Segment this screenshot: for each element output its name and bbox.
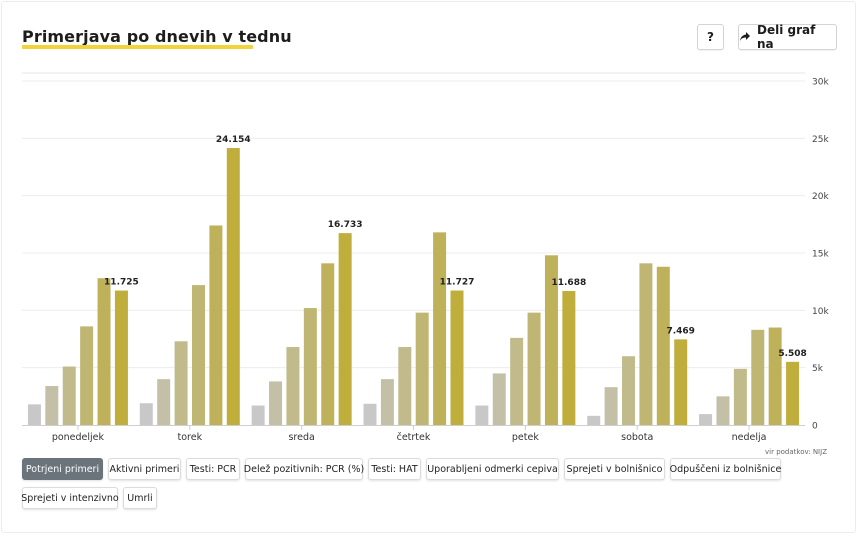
filter-chip[interactable]: Testi: HAT xyxy=(368,458,421,480)
bar xyxy=(475,405,489,425)
x-tick-label: nedelja xyxy=(732,432,767,443)
bar xyxy=(174,341,188,425)
bar xyxy=(321,263,335,425)
bar xyxy=(380,379,394,425)
filter-chip[interactable]: Potrjeni primeri xyxy=(22,458,103,480)
bar xyxy=(80,326,94,425)
bar xyxy=(97,278,111,425)
title-underline xyxy=(22,45,253,49)
share-label: Deli graf na xyxy=(756,23,816,51)
bar xyxy=(751,329,765,425)
filter-chip[interactable]: Delež pozitivnih: PCR (%) xyxy=(244,458,364,480)
x-tick-label: ponedeljek xyxy=(52,432,105,443)
filter-chip[interactable]: Testi: PCR xyxy=(186,458,240,480)
bar xyxy=(45,386,59,425)
y-tick-label: 15k xyxy=(812,250,829,260)
bar xyxy=(733,368,747,425)
x-tick-label: sreda xyxy=(288,432,314,443)
bar xyxy=(716,396,730,425)
bar xyxy=(699,414,713,425)
bar xyxy=(768,327,782,425)
data-label: 11.727 xyxy=(440,278,475,288)
filter-chip[interactable]: Odpuščeni iz bolnišnice xyxy=(670,458,781,480)
source-note: vir podatkov: NIJZ xyxy=(765,448,827,456)
bar xyxy=(674,339,688,425)
bar xyxy=(450,290,464,425)
bar xyxy=(303,308,317,425)
bar xyxy=(286,347,300,425)
data-label: 5.508 xyxy=(778,349,806,359)
bar xyxy=(139,403,153,425)
bar xyxy=(157,379,171,425)
filter-chip[interactable]: Sprejeti v bolnišnico xyxy=(564,458,665,480)
share-arrow-icon xyxy=(739,32,750,41)
bar xyxy=(492,373,506,425)
bar xyxy=(27,404,41,425)
bar xyxy=(251,405,265,425)
y-tick-label: 5k xyxy=(812,364,824,374)
bar xyxy=(587,415,601,425)
bar xyxy=(415,312,429,425)
x-tick-label: petek xyxy=(512,432,539,443)
filter-chip[interactable]: Uporabljeni odmerki cepiva xyxy=(426,458,559,480)
y-tick-label: 10k xyxy=(812,307,829,317)
y-tick-label: 20k xyxy=(812,192,829,202)
data-label: 16.733 xyxy=(328,220,363,230)
help-button[interactable]: ? xyxy=(697,24,724,50)
filter-chip[interactable]: Sprejeti v intenzivno xyxy=(21,487,119,509)
x-tick-label: torek xyxy=(177,432,202,443)
bar xyxy=(226,148,240,426)
bar xyxy=(562,290,576,425)
data-label: 7.469 xyxy=(666,326,694,336)
y-tick-label: 25k xyxy=(812,135,829,145)
bar xyxy=(656,266,670,425)
data-label: 24.154 xyxy=(216,135,251,145)
bar xyxy=(604,387,618,425)
bar xyxy=(363,403,377,425)
bar xyxy=(527,312,541,425)
y-tick-label: 0 xyxy=(812,422,818,432)
help-label: ? xyxy=(707,30,714,44)
x-tick-label: četrtek xyxy=(397,432,431,443)
chart-title: Primerjava po dnevih v tednu xyxy=(22,27,292,46)
y-tick-label: 30k xyxy=(812,78,829,88)
bar xyxy=(433,232,447,425)
bar xyxy=(786,361,800,425)
bar xyxy=(114,290,128,425)
filter-chip[interactable]: Umrli xyxy=(123,487,157,509)
share-button[interactable]: Deli graf na xyxy=(738,23,837,51)
bar xyxy=(622,356,636,425)
bar xyxy=(544,255,558,425)
filter-chip[interactable]: Aktivni primeri xyxy=(108,458,181,480)
bar xyxy=(510,337,524,425)
bar xyxy=(338,233,352,425)
bar xyxy=(269,381,283,425)
data-label: 11.688 xyxy=(551,278,586,288)
data-label: 11.725 xyxy=(104,278,139,288)
bar xyxy=(209,225,223,425)
bar xyxy=(639,263,653,425)
bar xyxy=(62,366,76,425)
x-tick-label: sobota xyxy=(621,432,653,443)
bar xyxy=(191,285,205,425)
bar xyxy=(398,347,412,425)
